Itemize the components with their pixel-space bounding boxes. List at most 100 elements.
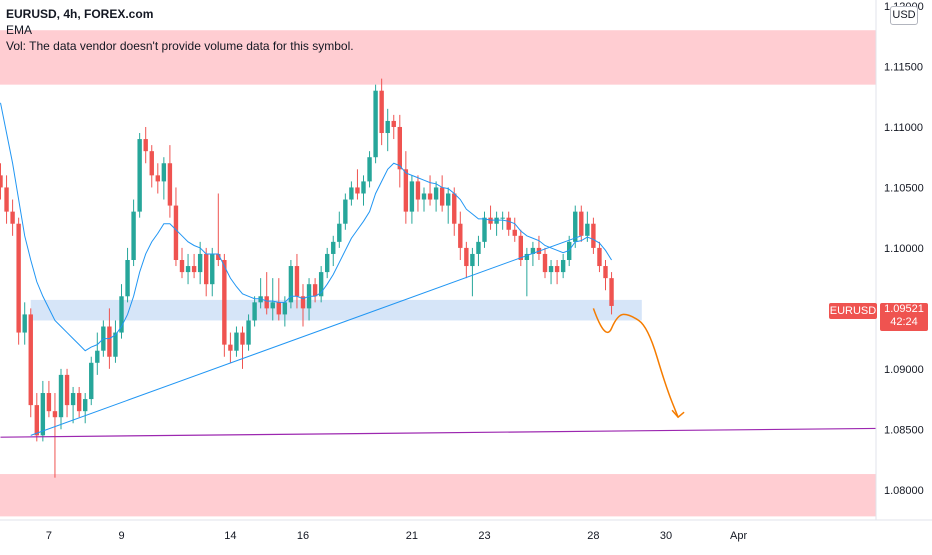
candle-down	[76, 393, 82, 412]
candle-up	[409, 181, 415, 212]
candle-down	[439, 187, 445, 206]
candle-up	[343, 199, 348, 224]
candle-up	[234, 332, 239, 351]
y-tick-label: 1.08000	[884, 485, 924, 497]
candle-down	[167, 163, 173, 206]
candle-down	[191, 266, 197, 273]
candle-down	[0, 175, 3, 188]
candle-up	[83, 399, 88, 412]
candle-up	[524, 253, 530, 260]
candle-up	[325, 253, 330, 273]
candle-up	[337, 223, 342, 242]
candle-down	[518, 235, 523, 260]
candle-up	[58, 374, 64, 418]
y-tick-label: 1.09000	[884, 364, 924, 376]
x-tick-label: 9	[118, 530, 124, 542]
last-price-value: 1.09521	[884, 303, 924, 315]
candle-up	[573, 211, 578, 242]
candle-up	[113, 332, 118, 357]
candle-down	[173, 205, 179, 260]
candle-down	[554, 266, 560, 273]
candle-up	[433, 187, 439, 200]
candle-down	[506, 217, 511, 230]
candle-down	[216, 253, 221, 260]
candle-up	[318, 272, 324, 297]
y-tick-label: 1.11000	[884, 122, 923, 134]
ema-line	[0, 102, 612, 352]
candle-down	[28, 314, 33, 406]
candle-down	[597, 247, 602, 267]
candle-down	[300, 296, 306, 309]
candle-down	[34, 405, 39, 436]
candle-down	[452, 193, 457, 224]
candle-up	[349, 187, 354, 200]
x-tick-label: 30	[660, 530, 672, 542]
candle-up	[482, 217, 487, 242]
resistance-zone-0	[0, 30, 876, 85]
candle-up	[70, 393, 76, 406]
x-tick-label: 16	[297, 530, 309, 542]
candle-down	[276, 302, 281, 315]
candle-up	[161, 163, 167, 182]
time-axis	[0, 520, 932, 550]
x-tick-label: 28	[587, 530, 599, 542]
currency-button[interactable]: USD	[890, 6, 918, 25]
candle-up	[585, 223, 590, 236]
candle-up	[89, 362, 94, 400]
last-price-tag: 1.09521 42:24	[880, 303, 928, 331]
candle-up	[282, 302, 288, 315]
candle-up	[367, 157, 372, 182]
candle-up	[331, 241, 336, 254]
candle-down	[143, 139, 148, 152]
candle-down	[46, 393, 52, 412]
candle-down	[155, 175, 160, 182]
support-zone	[30, 299, 642, 321]
projection-arrowhead	[671, 409, 685, 419]
candle-down	[264, 296, 269, 309]
candle-down	[458, 223, 463, 248]
candle-up	[246, 320, 251, 345]
candle-down	[464, 247, 469, 267]
x-tick-label: 14	[224, 530, 236, 542]
candle-down	[64, 374, 70, 406]
candle-up	[385, 120, 390, 134]
candle-up	[476, 241, 481, 254]
support-line	[0, 427, 877, 438]
chart-legend: EURUSD, 4h, FOREX.com EMA Vol: The data …	[6, 6, 354, 54]
candle-down	[415, 181, 421, 200]
volume-note: Vol: The data vendor doesn't provide vol…	[6, 39, 354, 53]
candle-down	[542, 253, 548, 273]
projection-arrow	[592, 308, 679, 418]
candle-down	[10, 211, 15, 224]
candle-down	[488, 217, 493, 224]
indicator-label[interactable]: EMA	[6, 23, 33, 37]
candle-down	[16, 223, 21, 333]
candle-up	[185, 266, 191, 273]
candle-down	[579, 211, 584, 236]
candle-up	[361, 181, 366, 194]
candle-up	[560, 260, 566, 273]
candle-down	[391, 120, 396, 127]
candle-down	[240, 332, 245, 345]
candle-up	[446, 193, 451, 206]
y-tick-label: 1.08500	[884, 424, 924, 436]
candle-down	[379, 90, 384, 134]
candle-down	[294, 266, 300, 297]
candle-up	[131, 211, 136, 260]
candle-up	[548, 266, 554, 273]
candle-up	[421, 193, 427, 200]
candle-down	[512, 229, 517, 236]
x-tick-label: 21	[406, 530, 418, 542]
ascending-trendline	[30, 235, 582, 436]
candle-down	[312, 284, 318, 297]
bar-countdown: 42:24	[890, 316, 918, 328]
candle-down	[427, 193, 433, 200]
candle-down	[204, 253, 209, 285]
symbol-title[interactable]: EURUSD, 4h, FOREX.com	[6, 7, 154, 21]
candle-up	[288, 266, 294, 303]
candle-down	[591, 223, 596, 248]
candle-down	[228, 344, 233, 351]
y-tick-label: 1.10500	[884, 182, 924, 194]
